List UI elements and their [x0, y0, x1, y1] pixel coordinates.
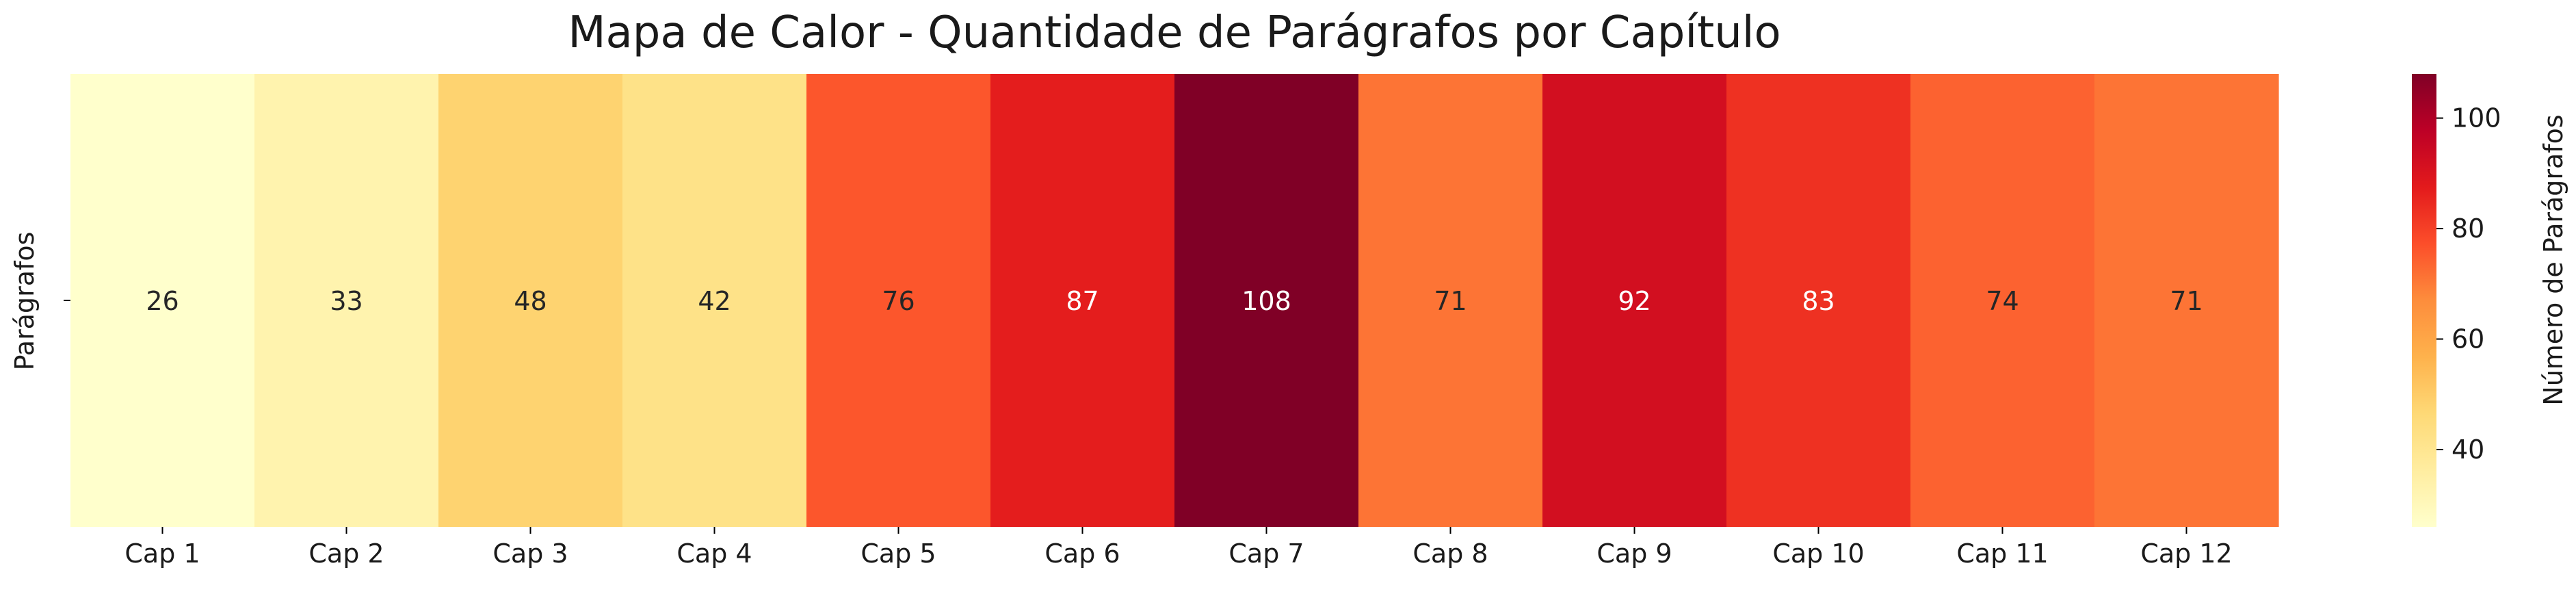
x-tick-label: Cap 5: [860, 539, 936, 569]
heatmap-cell: [254, 74, 439, 527]
heatmap-cell: [1542, 74, 1727, 527]
heatmap-cell: [70, 74, 255, 527]
x-tick-label: Cap 3: [492, 539, 568, 569]
heatmap-cell: [2094, 74, 2279, 527]
cell-value-label: 26: [146, 286, 179, 316]
cell-value-label: 87: [1066, 286, 1099, 316]
x-tick-label: Cap 4: [676, 539, 752, 569]
x-tick-label: Cap 12: [2140, 539, 2232, 569]
heatmap-cell: [990, 74, 1175, 527]
cell-value-label: 76: [882, 286, 915, 316]
heatmap-cell: [806, 74, 991, 527]
x-tick-label: Cap 11: [1956, 539, 2048, 569]
heatmap-cell: [622, 74, 807, 527]
x-tick-label: Cap 6: [1044, 539, 1120, 569]
cell-value-label: 83: [1802, 286, 1835, 316]
x-tick-label: Cap 1: [124, 539, 200, 569]
x-tick-label: Cap 9: [1596, 539, 1672, 569]
heatmap-cell: [1910, 74, 2095, 527]
chart-title: Mapa de Calor - Quantidade de Parágrafos…: [568, 8, 1781, 58]
colorbar-tick-label: 100: [2452, 103, 2501, 133]
cell-value-label: 108: [1241, 286, 1291, 316]
colorbar: [2412, 74, 2436, 527]
x-tick-label: Cap 10: [1772, 539, 1864, 569]
x-tick-label: Cap 2: [308, 539, 384, 569]
heatmap-cell: [438, 74, 623, 527]
cell-value-label: 33: [330, 286, 363, 316]
heatmap-cell: [1358, 74, 1543, 527]
heatmap-cell: [1726, 74, 1911, 527]
cell-value-label: 71: [1434, 286, 1467, 316]
cell-value-label: 42: [698, 286, 731, 316]
colorbar-tick-label: 80: [2452, 213, 2484, 244]
cell-value-label: 92: [1618, 286, 1651, 316]
colorbar-tick-label: 40: [2452, 435, 2484, 465]
cell-value-label: 48: [514, 286, 547, 316]
x-tick-label: Cap 8: [1412, 539, 1488, 569]
x-tick-label: Cap 7: [1228, 539, 1304, 569]
colorbar-tick-label: 60: [2452, 324, 2484, 354]
cell-value-label: 71: [2170, 286, 2203, 316]
cell-value-label: 74: [1986, 286, 2019, 316]
heatmap-cell: [1174, 74, 1359, 527]
